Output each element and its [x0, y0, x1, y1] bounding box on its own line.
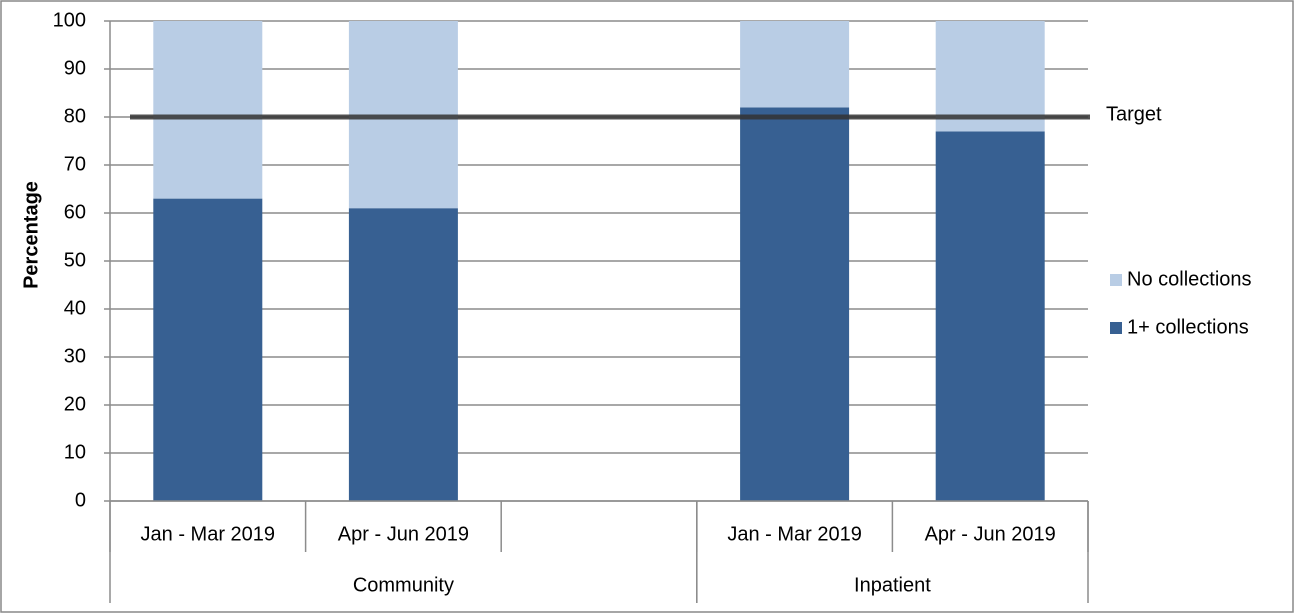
bar-segment — [740, 21, 850, 108]
y-tick-label: 60 — [64, 201, 86, 223]
bar-segment — [153, 21, 263, 199]
bar-segment — [935, 21, 1045, 132]
y-tick-label: 40 — [64, 297, 86, 319]
y-tick-label: 0 — [75, 489, 86, 511]
group-label: Community — [353, 574, 454, 596]
legend-swatch — [1110, 274, 1122, 286]
y-tick-label: 30 — [64, 345, 86, 367]
bar-segment — [348, 208, 458, 501]
y-tick-label: 100 — [53, 9, 86, 31]
bar-segment — [740, 107, 850, 502]
legend-swatch — [1110, 322, 1122, 334]
target-label: Target — [1106, 103, 1162, 125]
x-tick-label: Jan - Mar 2019 — [141, 523, 276, 545]
x-tick-label: Apr - Jun 2019 — [338, 523, 469, 545]
legend-label: No collections — [1127, 268, 1252, 290]
bar-segment — [153, 198, 263, 501]
y-tick-label: 80 — [64, 105, 86, 127]
x-tick-label: Jan - Mar 2019 — [727, 523, 862, 545]
legend-label: 1+ collections — [1127, 316, 1249, 338]
x-tick-label: Apr - Jun 2019 — [925, 523, 1056, 545]
group-label: Inpatient — [854, 574, 931, 596]
y-tick-label: 10 — [64, 441, 86, 463]
y-tick-label: 20 — [64, 393, 86, 415]
y-tick-label: 70 — [64, 153, 86, 175]
bar-segment — [935, 131, 1045, 501]
y-axis-label: Percentage — [20, 181, 42, 289]
y-tick-label: 50 — [64, 249, 86, 271]
y-tick-label: 90 — [64, 57, 86, 79]
